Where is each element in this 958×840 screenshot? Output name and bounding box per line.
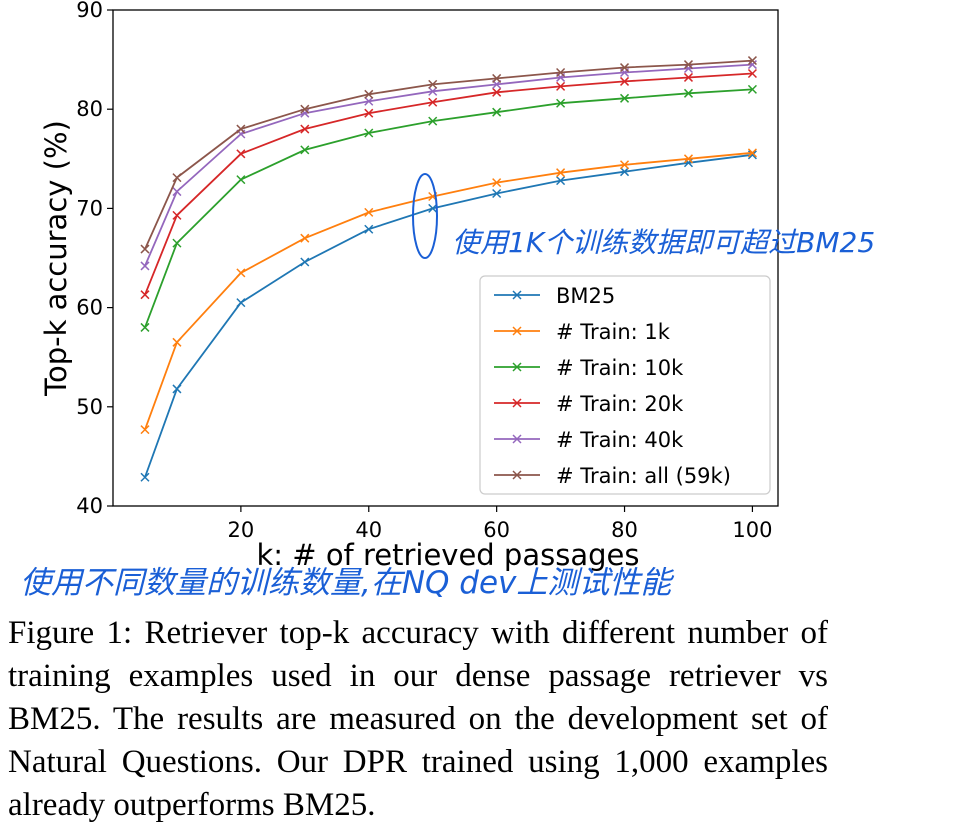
legend-label: # Train: 40k [556,428,684,452]
data-point [556,168,566,178]
y-axis-label: Top-k accuracy (%) [39,120,73,397]
data-point [364,96,374,106]
legend-marker [512,326,522,336]
y-tick-label: 70 [76,196,103,220]
handwritten-note-top: 使用1K个训练数据即可超过BM25 [452,226,875,259]
data-point [556,81,566,91]
x-tick-label: 60 [483,518,510,542]
data-point [556,67,566,78]
data-point [364,89,374,99]
legend-marker [512,470,522,480]
legend-label: # Train: 10k [556,356,684,380]
legend-marker [512,434,522,444]
data-point [492,178,502,188]
data-point [492,87,502,97]
data-point [620,93,630,103]
legend-marker [512,362,522,372]
data-point [236,298,246,308]
data-point [300,124,310,134]
legend: BM25 # Train: 1k # Train: 10k # Train: 20k #… [479,275,771,495]
x-tick-label: 40 [355,518,382,542]
legend-box [479,275,771,495]
data-point [364,224,374,234]
data-point [620,63,630,73]
data-point [747,60,757,70]
accuracy-line-chart: 20 40 60 80 100 40 50 60 70 80 90 k: # of retrieve… [20,0,875,600]
data-point [620,76,630,86]
data-point [683,63,694,74]
data-point [428,116,438,126]
data-point [140,472,150,482]
data-point [683,72,694,82]
figure-caption: Figure 1: Retriever top-k accuracy with … [8,615,828,823]
data-point [556,176,566,186]
data-point [172,210,182,220]
y-tick-label: 60 [76,296,103,320]
data-point [492,188,502,199]
data-point [428,203,438,213]
data-point [236,149,246,159]
y-tick-label: 80 [76,97,103,121]
x-tick-label: 20 [228,518,255,542]
data-point [556,98,566,108]
data-point [364,207,374,217]
handwritten-note-bottom: 使用不同数量的训练数量,在NQ dev上测试性能 [20,565,674,600]
data-point [300,104,310,114]
data-point [236,124,246,134]
data-point [747,148,757,158]
data-point [747,84,757,94]
data-point [428,86,438,96]
data-point [620,167,630,177]
data-point [236,268,246,278]
legend-items: BM25 # Train: 1k # Train: 10k # Train: 20k #… [494,284,731,488]
y-tick-label: 50 [76,395,103,419]
data-point [300,233,310,243]
x-tick-label: 80 [611,518,638,542]
data-point [172,173,182,183]
legend-marker [512,398,522,408]
data-point [620,160,630,170]
data-point [364,108,374,118]
data-point [747,56,757,66]
legend-marker [512,290,522,300]
data-point [364,128,374,138]
data-point [747,68,757,79]
data-point [172,187,182,197]
data-point [140,290,150,300]
data-point [140,322,150,332]
data-point [683,60,694,70]
x-tick-label: 100 [732,518,772,542]
data-point [172,337,182,347]
handwritten-circle-annotation [412,173,438,259]
data-point [140,261,150,271]
data-point [300,257,310,267]
plot-area [140,56,757,482]
data-point [140,244,150,254]
y-tick-label: 40 [76,494,103,518]
y-tick-label: 90 [76,0,103,22]
data-point [140,425,150,435]
data-point [236,175,246,185]
legend-label: # Train: all (59k) [556,464,731,488]
data-point [683,154,694,164]
plot-frame [112,9,779,507]
data-point [300,145,310,155]
axes: 20 40 60 80 100 40 50 60 70 80 90 [76,0,779,542]
data-point [172,384,182,394]
data-point [172,238,182,248]
legend-label: # Train: 20k [556,392,684,416]
data-point [492,73,502,83]
data-point [428,79,438,89]
data-point [428,97,438,107]
legend-label: BM25 [556,284,615,308]
data-point [683,158,694,168]
legend-label: # Train: 1k [556,320,671,344]
data-point [683,88,694,98]
data-point [492,107,502,117]
x-axis-label: k: # of retrieved passages [257,538,640,572]
